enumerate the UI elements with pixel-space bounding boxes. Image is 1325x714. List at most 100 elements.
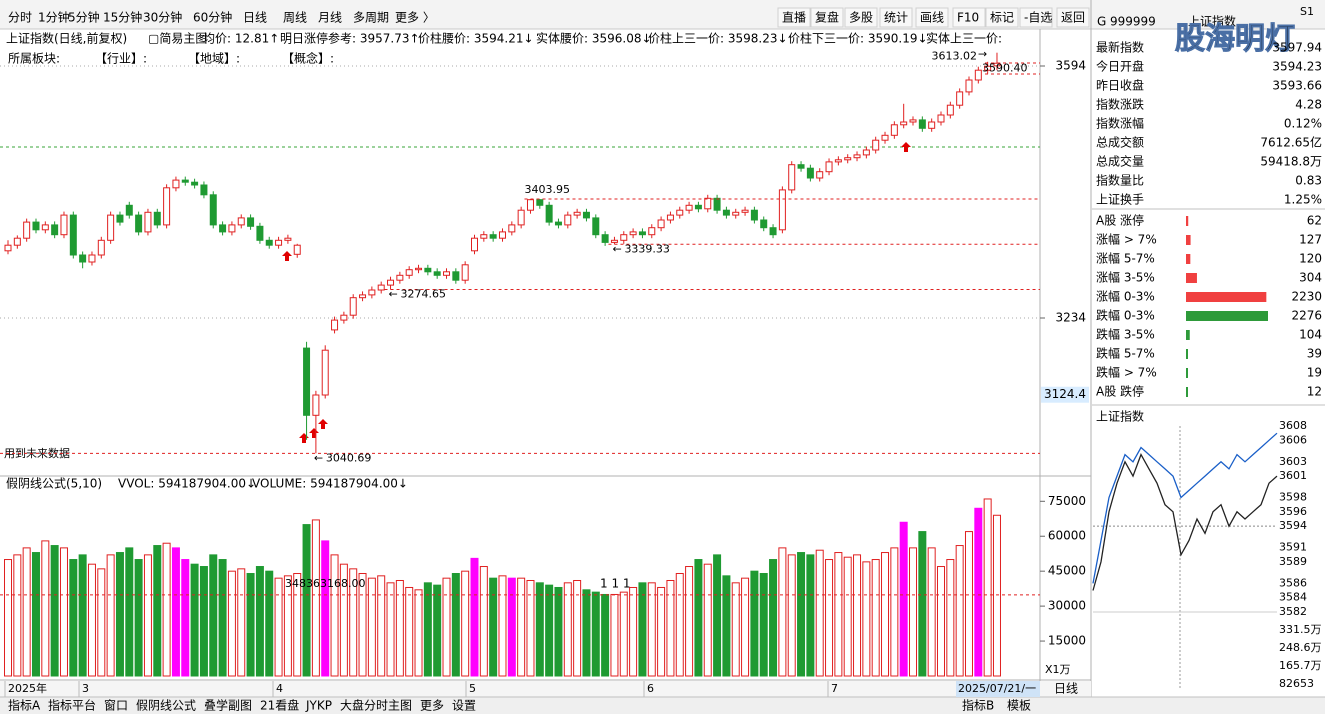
volume-bar: [946, 559, 955, 677]
tool-button[interactable]: -自选: [1024, 11, 1052, 25]
tool-button[interactable]: 多股: [849, 11, 873, 25]
period-tab[interactable]: 周线: [283, 11, 307, 25]
volume-bar: [741, 577, 750, 677]
volume-bar: [153, 545, 162, 677]
candle-body: [107, 214, 115, 241]
tool-button[interactable]: 画线: [920, 11, 944, 25]
volume-bar: [825, 559, 834, 677]
volume-bar: [507, 577, 516, 677]
cursor-date: 2025/07/21/一: [958, 682, 1036, 695]
volume-bar: [647, 582, 656, 677]
intraday-tick-label: 3598: [1279, 491, 1307, 504]
volume-bar: [582, 589, 591, 677]
dist-value: 120: [1299, 252, 1322, 266]
info-item: 价柱腰价: 3594.21↓: [418, 31, 534, 46]
candle-body: [592, 217, 600, 236]
bottom-tab[interactable]: 更多: [420, 699, 444, 713]
candle-body: [573, 211, 581, 216]
volume-bar: [610, 593, 619, 677]
volume-bar: [778, 547, 787, 677]
period-tab[interactable]: 更多 〉: [395, 11, 435, 25]
volume-bar: [237, 568, 246, 677]
bottom-tab[interactable]: 指标平台: [48, 698, 96, 713]
bottom-tab[interactable]: JYKP: [305, 699, 332, 713]
volume-bar: [395, 579, 404, 677]
volume-bar: [992, 514, 1001, 677]
volume-bar: [22, 547, 31, 677]
tool-button-bg: [952, 7, 986, 28]
period-tab[interactable]: 多周期: [353, 11, 389, 25]
cursor-price-box: [1041, 386, 1089, 403]
volume-bar: [423, 582, 432, 677]
info-item: 实体上三一价:: [926, 31, 1002, 46]
volume-bar: [181, 559, 190, 677]
period-tab[interactable]: 日线: [243, 11, 267, 25]
candle-body: [284, 237, 292, 241]
info-item: 均价: 12.81↑: [203, 32, 279, 46]
candle-body: [900, 121, 908, 126]
volume-bar: [619, 591, 628, 677]
dist-value: 12: [1307, 385, 1322, 399]
volume-bar: [461, 570, 470, 677]
candle-body: [433, 271, 441, 276]
volume-bar: [731, 582, 740, 677]
candle-body: [554, 221, 562, 226]
candle-body: [629, 231, 637, 236]
sector-item: 【概念】:: [282, 51, 334, 66]
candle-body: [200, 184, 208, 196]
signal-arrow: [318, 419, 328, 429]
bottom-tab[interactable]: 指标A: [8, 698, 41, 713]
volume-bar: [69, 559, 78, 677]
bottom-tab[interactable]: 窗口: [104, 699, 128, 713]
tool-button[interactable]: 统计: [884, 11, 908, 25]
volume-bar: [339, 563, 348, 677]
candle-body: [918, 119, 926, 129]
month-label: 2025年: [8, 681, 47, 695]
bottom-tab[interactable]: 设置: [452, 699, 476, 713]
period-tab[interactable]: 月线: [318, 11, 342, 25]
bottom-tab[interactable]: 指标B: [962, 698, 994, 713]
tool-button[interactable]: 返回: [1061, 11, 1085, 25]
cursor-date-box: [956, 681, 1040, 697]
period-tab[interactable]: 1分钟: [38, 10, 70, 25]
volume-bar: [377, 575, 386, 677]
volume-bar: [199, 566, 208, 677]
candle-body: [536, 199, 544, 206]
intraday-avg-line: [1092, 432, 1278, 584]
info-item: 价柱上三一价: 3598.23↓: [648, 31, 788, 46]
tool-button[interactable]: 直播: [782, 11, 806, 25]
stat-label: 上证换手: [1096, 193, 1144, 207]
info-item: 上证指数(日线,前复权): [6, 31, 127, 46]
dist-bar: [1186, 330, 1190, 340]
intraday-tick-label: 3591: [1279, 541, 1307, 554]
period-tab[interactable]: 30分钟: [143, 10, 182, 25]
bottom-tab[interactable]: 叠学副图: [204, 698, 252, 713]
period-tab[interactable]: 15分钟: [103, 10, 142, 25]
volume-bar: [685, 566, 694, 677]
candle-body: [312, 394, 320, 416]
dist-value: 62: [1307, 214, 1322, 228]
tool-button[interactable]: 复盘: [815, 10, 839, 25]
bottom-tab[interactable]: 21看盘: [260, 698, 299, 713]
tool-button[interactable]: F10: [957, 11, 979, 25]
dist-bar: [1186, 216, 1189, 226]
tool-button[interactable]: 标记: [990, 11, 1014, 25]
dist-label: A股 涨停: [1096, 213, 1144, 228]
period-tab[interactable]: 60分钟: [193, 10, 232, 25]
bottom-tab[interactable]: 大盘分时主图: [340, 698, 412, 713]
period-tab[interactable]: 5分钟: [68, 10, 100, 25]
quote-prefix: G: [1097, 15, 1106, 29]
tool-button-bg: [985, 7, 1019, 28]
candle-body: [732, 211, 740, 216]
candle-body: [32, 221, 40, 231]
candle-body: [69, 214, 77, 256]
candle-body: [694, 204, 702, 210]
bottom-tab[interactable]: 假阴线公式: [136, 699, 196, 713]
period-tab[interactable]: 分时: [8, 11, 32, 25]
candle-body: [13, 237, 21, 246]
volume-bar: [881, 552, 890, 677]
candle-body: [666, 214, 674, 221]
volume-bar: [41, 540, 50, 677]
price-annotation: 3590.40: [982, 62, 1028, 75]
bottom-tab[interactable]: 模板: [1007, 699, 1031, 713]
